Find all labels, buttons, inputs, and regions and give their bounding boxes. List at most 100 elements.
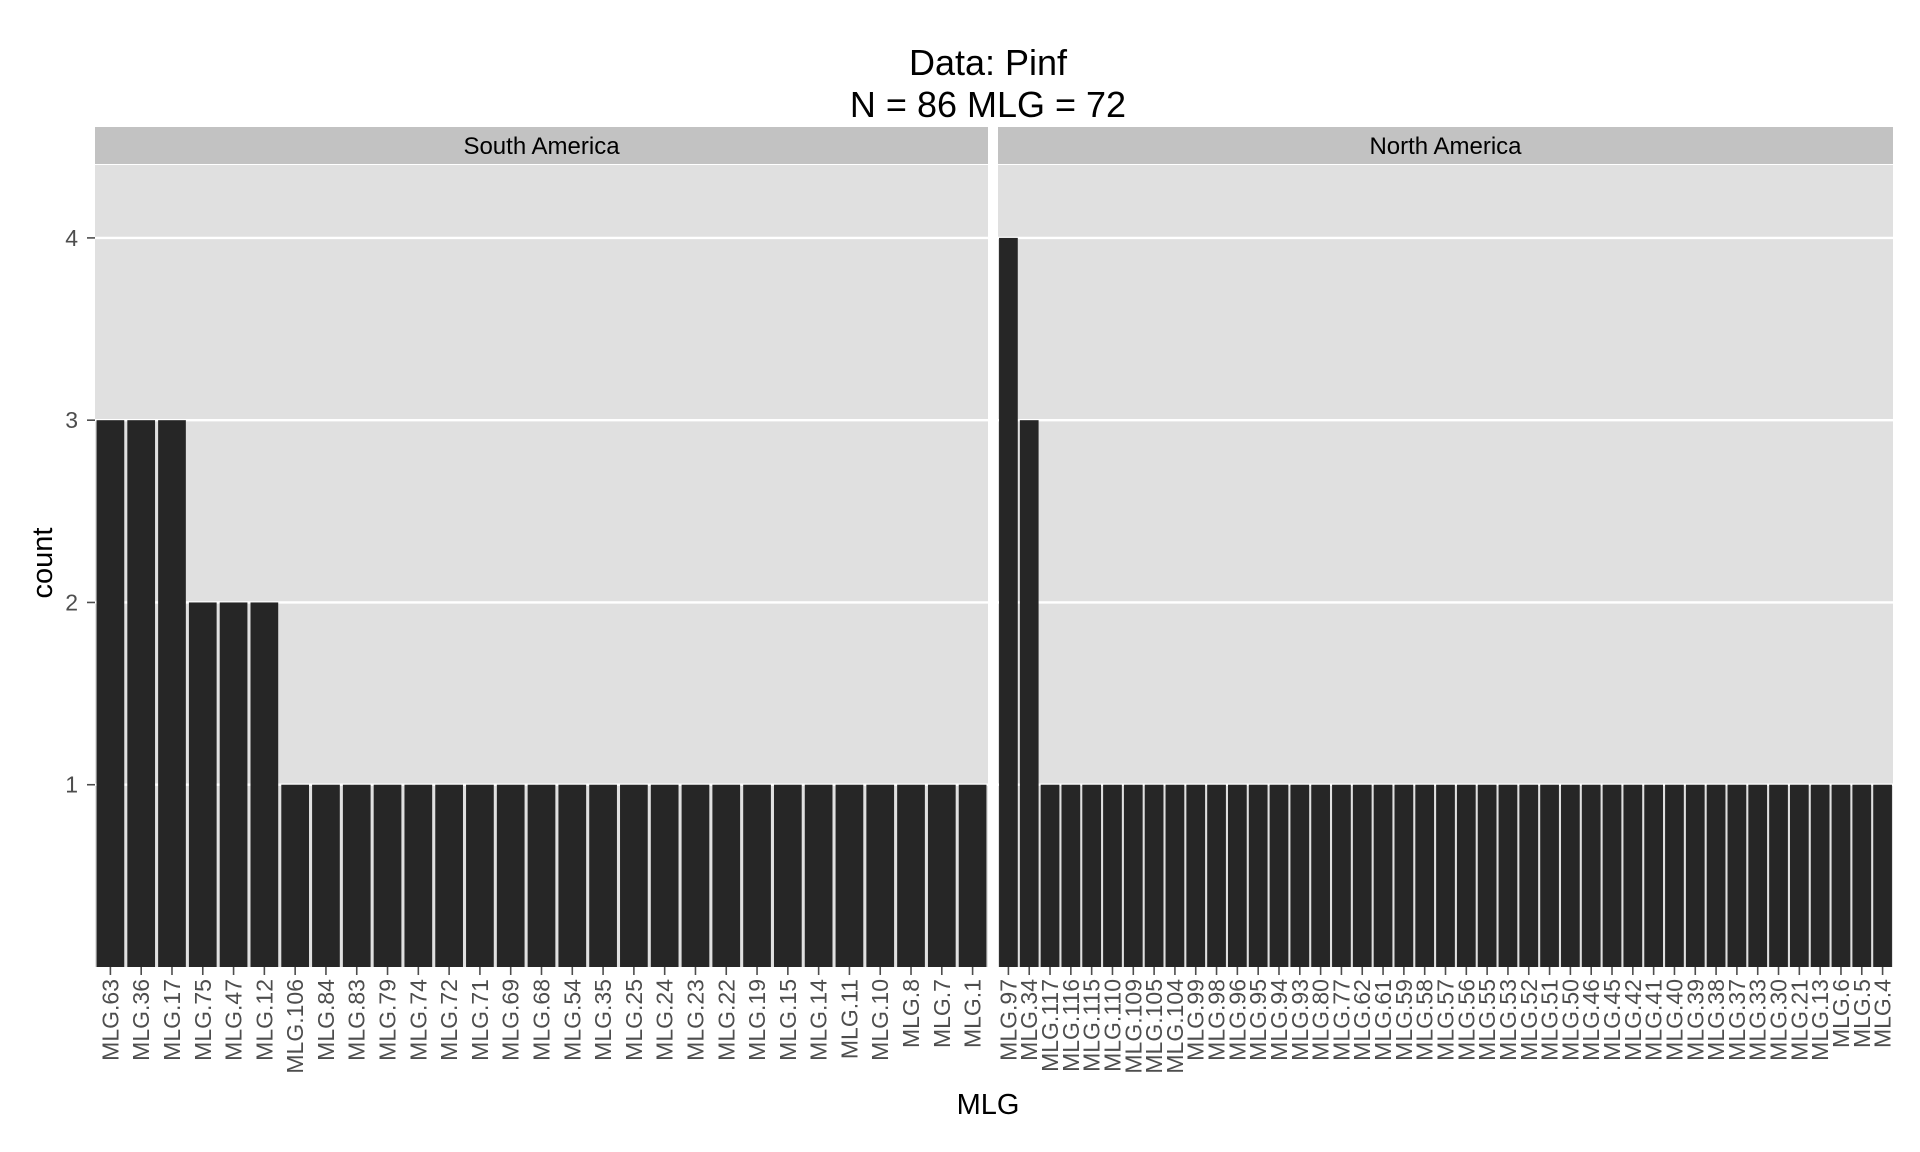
x-tick-label: MLG.59	[1391, 979, 1417, 1061]
x-tick-label: MLG.35	[590, 979, 616, 1061]
x-tick-label: MLG.51	[1537, 979, 1563, 1061]
y-axis-title: count	[27, 528, 59, 599]
x-tick-label: MLG.117	[1037, 979, 1063, 1072]
bar	[404, 784, 433, 967]
x-axis-title: MLG	[957, 1089, 1020, 1121]
facet-north-america: North AmericaMLG.97MLG.34MLG.117MLG.116M…	[995, 127, 1896, 1074]
x-tick-label: MLG.52	[1516, 979, 1542, 1061]
x-tick-label: MLG.11	[836, 979, 862, 1059]
x-tick-label: MLG.50	[1557, 979, 1583, 1061]
x-tick-label: MLG.41	[1641, 979, 1667, 1061]
x-tick-label: MLG.77	[1328, 979, 1354, 1061]
x-tick-label: MLG.25	[621, 979, 647, 1061]
x-tick-label: MLG.24	[652, 979, 678, 1061]
bar	[1748, 784, 1768, 967]
x-tick-label: MLG.12	[251, 979, 277, 1061]
bar	[1644, 784, 1664, 967]
x-tick-label: MLG.34	[1016, 979, 1042, 1061]
bar	[866, 784, 895, 967]
facet-strip	[998, 127, 1893, 164]
bar	[1623, 784, 1643, 967]
x-tick-label: MLG.53	[1495, 979, 1521, 1061]
bar	[1332, 784, 1351, 967]
bar	[999, 237, 1018, 968]
x-tick-label: MLG.84	[313, 979, 339, 1061]
bar	[1831, 784, 1851, 967]
bar	[1290, 784, 1310, 967]
x-tick-label: MLG.71	[467, 979, 493, 1061]
x-tick-label: MLG.40	[1661, 979, 1687, 1061]
x-tick-label: MLG.30	[1766, 979, 1792, 1061]
bar	[1082, 784, 1102, 967]
bar	[1436, 784, 1455, 967]
bar	[1477, 784, 1497, 967]
x-tick-label: MLG.46	[1578, 979, 1604, 1061]
x-tick-label: MLG.23	[682, 979, 708, 1061]
bar	[1727, 784, 1747, 967]
x-tick-label: MLG.116	[1058, 979, 1084, 1072]
x-tick-label: MLG.37	[1724, 979, 1750, 1061]
bar	[158, 420, 186, 967]
bar	[1144, 784, 1164, 967]
bar	[1789, 784, 1809, 967]
bar	[1311, 784, 1330, 967]
bar	[1123, 784, 1143, 967]
x-tick-label: MLG.15	[775, 979, 801, 1061]
bar	[1207, 784, 1226, 967]
bar	[1706, 784, 1726, 967]
bar	[1061, 784, 1081, 967]
x-tick-label: MLG.72	[436, 979, 462, 1061]
x-tick-label: MLG.57	[1433, 979, 1459, 1061]
chart-title: Data: Pinf	[909, 42, 1068, 83]
x-tick-label: MLG.115	[1079, 979, 1105, 1072]
x-tick-label: MLG.109	[1120, 979, 1146, 1074]
y-tick-label: 4	[65, 225, 78, 251]
x-tick-label: MLG.63	[97, 979, 123, 1061]
bar	[1103, 784, 1122, 967]
x-tick-label: MLG.79	[375, 979, 401, 1061]
bar	[96, 420, 125, 967]
x-tick-label: MLG.80	[1308, 979, 1334, 1061]
bar	[620, 784, 648, 967]
x-tick-label: MLG.95	[1245, 979, 1271, 1061]
bar	[589, 784, 617, 967]
chart-subtitle: N = 86 MLG = 72	[850, 84, 1126, 125]
bar	[250, 602, 279, 967]
x-tick-label: MLG.33	[1745, 979, 1771, 1061]
bar	[835, 784, 864, 967]
x-tick-label: MLG.6	[1828, 979, 1854, 1048]
x-tick-label: MLG.1	[960, 979, 986, 1048]
x-tick-label: MLG.74	[405, 979, 431, 1061]
x-tick-label: MLG.106	[282, 979, 308, 1074]
bar	[1352, 784, 1372, 967]
y-tick-label: 3	[65, 407, 78, 433]
y-tick-label: 2	[65, 589, 78, 615]
x-tick-label: MLG.104	[1162, 979, 1188, 1074]
x-tick-label: MLG.22	[713, 979, 739, 1061]
bar	[435, 784, 463, 967]
x-tick-label: MLG.75	[190, 979, 216, 1061]
bar	[127, 420, 156, 967]
x-tick-label: MLG.94	[1266, 979, 1292, 1061]
x-tick-label: MLG.96	[1224, 979, 1250, 1061]
bar	[1248, 784, 1268, 967]
bar	[1602, 784, 1622, 967]
x-tick-label: MLG.7	[929, 979, 955, 1048]
bar	[1519, 784, 1539, 967]
x-tick-label: MLG.97	[995, 979, 1021, 1061]
x-tick-label: MLG.83	[344, 979, 370, 1061]
bar	[373, 784, 402, 967]
x-tick-label: MLG.47	[221, 979, 247, 1061]
bar	[1540, 784, 1559, 967]
bar	[1852, 784, 1872, 967]
bar	[188, 602, 217, 967]
x-tick-label: MLG.99	[1183, 979, 1209, 1061]
x-tick-label: MLG.36	[128, 979, 154, 1061]
x-tick-label: MLG.10	[867, 979, 893, 1061]
bar	[1165, 784, 1185, 967]
bar	[958, 784, 987, 967]
facet-strip-label: North America	[1369, 133, 1522, 160]
y-axis: 1 2 3 4	[65, 225, 95, 798]
bar	[681, 784, 710, 967]
